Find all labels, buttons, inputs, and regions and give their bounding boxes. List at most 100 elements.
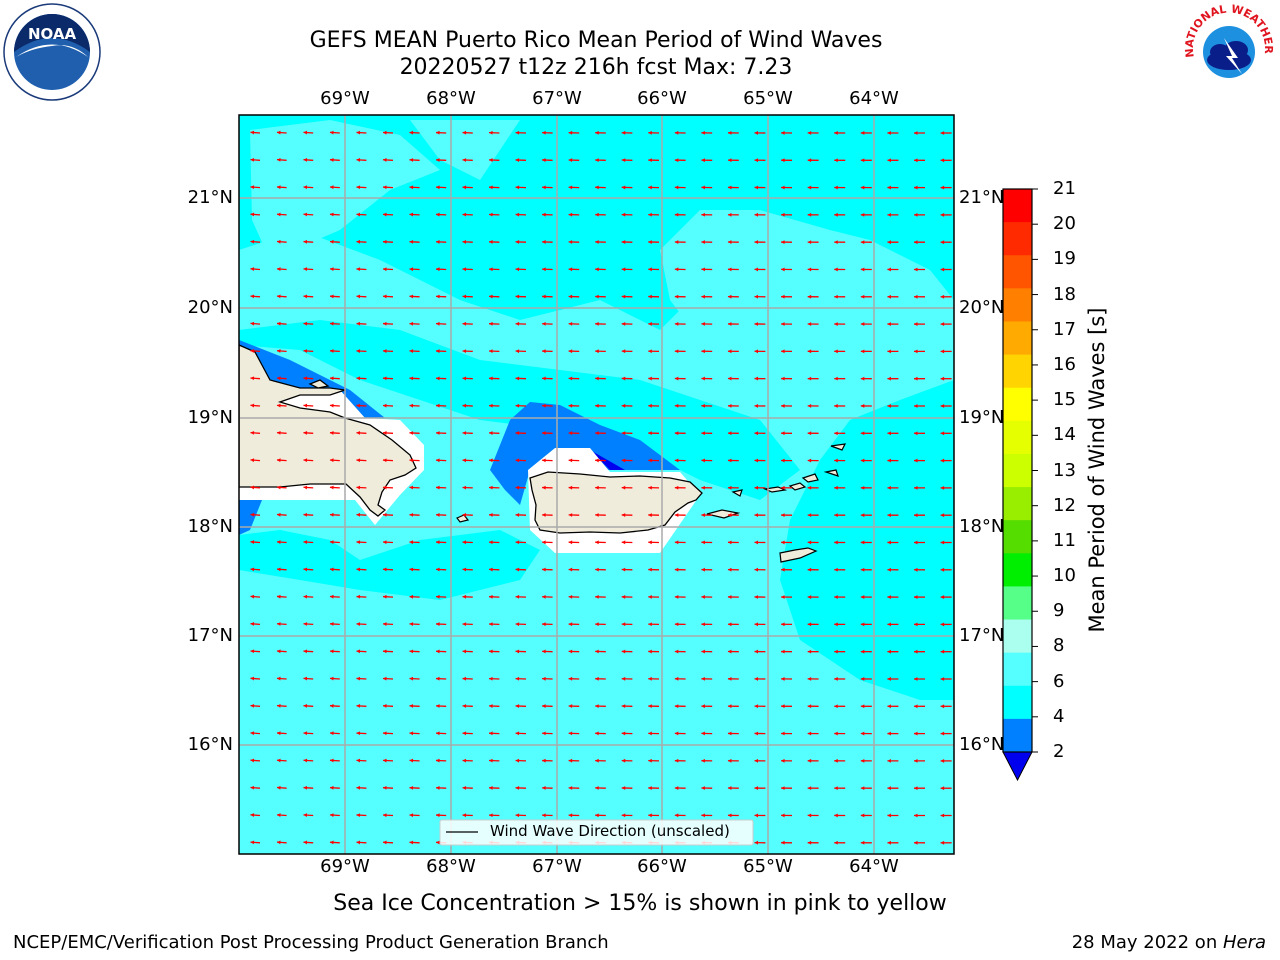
lat-label-right: 20°N	[959, 297, 1005, 318]
wave-arrow	[621, 595, 633, 599]
wave-arrow	[515, 185, 527, 190]
wave-arrow	[781, 485, 793, 490]
colorbar-tick-label: 17	[1053, 318, 1076, 340]
wave-arrow	[462, 130, 473, 135]
wave-arrow	[701, 322, 713, 326]
wave-arrow	[834, 240, 846, 245]
wave-arrow	[542, 158, 553, 162]
wave-arrow	[462, 485, 473, 490]
wave-arrow	[781, 158, 793, 163]
chart-subtitle: 20220527 t12z 216h fcst Max: 7.23	[399, 55, 793, 80]
wave-arrow	[648, 403, 660, 408]
wave-arrow	[754, 567, 766, 572]
wave-arrow	[250, 785, 261, 790]
wave-arrow	[250, 430, 261, 435]
wave-arrow	[489, 540, 500, 545]
wave-arrow	[648, 485, 660, 490]
colorbar-segment	[1003, 453, 1032, 488]
wave-arrow	[887, 349, 899, 354]
wave-arrow	[621, 813, 633, 818]
wave-arrow	[409, 512, 420, 517]
wave-arrow	[834, 376, 846, 381]
wave-arrow	[303, 430, 314, 435]
wave-arrow	[727, 758, 739, 763]
wave-arrow	[648, 322, 660, 326]
wave-arrow	[940, 294, 952, 299]
wave-arrow	[409, 676, 420, 681]
wave-arrow	[515, 540, 527, 545]
wave-arrow	[674, 403, 686, 408]
wave-arrow	[807, 677, 819, 681]
wave-arrow	[595, 294, 606, 299]
wave-arrow	[807, 322, 819, 326]
wave-arrow	[860, 458, 872, 463]
wave-arrow	[727, 676, 739, 681]
wave-arrow	[727, 649, 739, 654]
wave-arrow	[329, 758, 340, 763]
wave-arrow	[940, 458, 952, 463]
wave-arrow	[914, 212, 926, 217]
wave-arrow	[701, 376, 713, 381]
wave-arrow	[435, 267, 447, 272]
wave-arrow	[914, 349, 926, 354]
wave-arrow	[489, 458, 500, 463]
wave-arrow	[462, 267, 473, 272]
wave-arrow	[250, 813, 261, 817]
wave-arrow	[382, 458, 394, 463]
wave-arrow	[807, 786, 819, 791]
wave-arrow	[462, 513, 473, 517]
wave-arrow	[303, 649, 314, 654]
wave-arrow	[409, 321, 420, 326]
wave-arrow	[356, 758, 367, 763]
wave-arrow	[542, 786, 553, 790]
wave-arrow	[887, 267, 899, 272]
wave-arrow	[621, 431, 633, 436]
wave-arrow	[727, 813, 739, 818]
wave-arrow	[701, 431, 713, 436]
wave-arrow	[887, 677, 899, 681]
wave-arrow	[701, 676, 713, 681]
wave-arrow	[781, 458, 793, 463]
wave-arrow	[807, 131, 819, 135]
wave-arrow	[356, 403, 367, 408]
wave-arrow	[621, 158, 633, 163]
wave-arrow	[781, 212, 793, 217]
wave-arrow	[303, 267, 314, 272]
wave-arrow	[409, 813, 420, 818]
wave-arrow	[462, 321, 473, 326]
wave-arrow	[834, 567, 846, 572]
wave-arrow	[409, 158, 420, 162]
wave-arrow	[489, 130, 500, 135]
wave-arrow	[489, 731, 500, 736]
wave-arrow	[542, 704, 553, 708]
wave-arrow	[489, 758, 500, 763]
lat-label-right: 16°N	[959, 734, 1005, 755]
wave-arrow	[887, 786, 899, 791]
wave-arrow	[860, 649, 872, 654]
wave-arrow	[621, 403, 633, 408]
wave-arrow	[621, 622, 633, 627]
wave-arrow	[674, 349, 686, 354]
wave-arrow	[781, 185, 793, 190]
wave-arrow	[356, 185, 367, 190]
wave-arrow	[754, 240, 766, 245]
wave-arrow	[356, 321, 367, 326]
wave-arrow	[807, 595, 819, 599]
wave-arrow	[914, 677, 926, 681]
wave-arrow	[489, 513, 500, 517]
wave-arrow	[807, 349, 819, 354]
run-date: 28 May 2022 on Hera	[1072, 932, 1266, 953]
wave-arrow	[489, 622, 500, 627]
wave-arrow	[940, 813, 952, 818]
wave-arrow	[542, 594, 553, 599]
wave-arrow	[568, 731, 580, 736]
wave-arrow	[568, 431, 580, 436]
wave-arrow	[754, 731, 766, 736]
wave-arrow	[568, 540, 580, 545]
wave-arrow	[595, 594, 606, 599]
wave-arrow	[356, 376, 367, 381]
wave-arrow	[356, 349, 367, 353]
wave-arrow	[356, 267, 367, 272]
wave-arrow	[568, 458, 580, 463]
wave-arrow	[435, 813, 447, 818]
